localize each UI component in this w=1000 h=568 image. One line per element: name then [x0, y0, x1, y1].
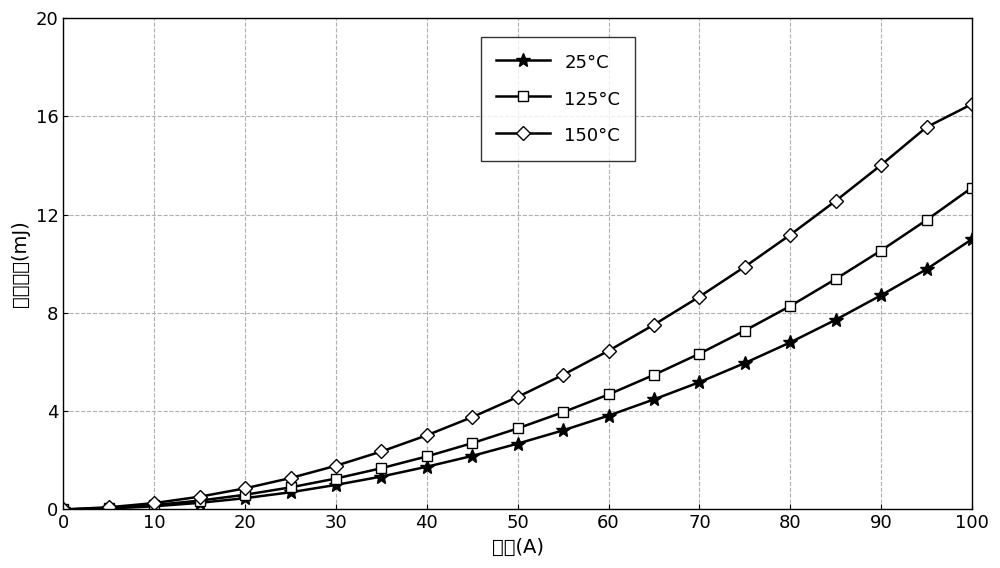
125°C: [466, 440, 478, 446]
25°C: [603, 412, 615, 419]
25°C: [330, 482, 342, 488]
25°C: [285, 489, 297, 496]
125°C: [421, 453, 433, 460]
25°C: [148, 503, 160, 509]
25°C: [784, 339, 796, 346]
125°C: [330, 475, 342, 482]
25°C: [739, 360, 751, 366]
150°C: [512, 394, 524, 400]
150°C: [103, 504, 115, 511]
25°C: [375, 473, 387, 480]
25°C: [648, 396, 660, 403]
150°C: [603, 348, 615, 354]
25°C: [557, 427, 569, 434]
125°C: [784, 303, 796, 310]
150°C: [375, 448, 387, 455]
125°C: [648, 371, 660, 378]
Line: 150°C: 150°C: [59, 99, 977, 515]
150°C: [466, 414, 478, 420]
X-axis label: 电流(A): 电流(A): [492, 538, 544, 557]
25°C: [830, 316, 842, 323]
150°C: [330, 462, 342, 469]
25°C: [194, 499, 206, 506]
125°C: [194, 497, 206, 504]
125°C: [512, 425, 524, 432]
150°C: [921, 124, 933, 131]
Line: 25°C: 25°C: [56, 232, 979, 516]
150°C: [57, 506, 69, 513]
Legend: 25°C, 125°C, 150°C: 25°C, 125°C, 150°C: [481, 37, 635, 161]
150°C: [830, 198, 842, 204]
125°C: [239, 491, 251, 498]
125°C: [603, 391, 615, 398]
Y-axis label: 开通损耗(mJ): 开通损耗(mJ): [11, 220, 30, 307]
25°C: [921, 266, 933, 273]
125°C: [557, 409, 569, 416]
150°C: [966, 101, 978, 107]
125°C: [830, 275, 842, 282]
150°C: [148, 500, 160, 507]
25°C: [875, 292, 887, 299]
150°C: [784, 231, 796, 238]
25°C: [421, 463, 433, 470]
150°C: [693, 293, 705, 300]
25°C: [239, 495, 251, 502]
25°C: [693, 379, 705, 386]
125°C: [966, 184, 978, 191]
Line: 125°C: 125°C: [59, 183, 977, 515]
125°C: [921, 216, 933, 223]
125°C: [103, 504, 115, 511]
150°C: [421, 432, 433, 438]
125°C: [693, 350, 705, 357]
150°C: [739, 264, 751, 270]
25°C: [512, 440, 524, 447]
125°C: [285, 484, 297, 491]
150°C: [285, 475, 297, 482]
150°C: [875, 162, 887, 169]
25°C: [966, 236, 978, 243]
125°C: [375, 465, 387, 471]
150°C: [557, 371, 569, 378]
125°C: [57, 506, 69, 513]
150°C: [194, 493, 206, 500]
150°C: [239, 485, 251, 492]
25°C: [103, 505, 115, 512]
125°C: [148, 502, 160, 508]
25°C: [466, 453, 478, 460]
125°C: [875, 247, 887, 254]
125°C: [739, 327, 751, 334]
150°C: [648, 321, 660, 328]
25°C: [57, 506, 69, 513]
